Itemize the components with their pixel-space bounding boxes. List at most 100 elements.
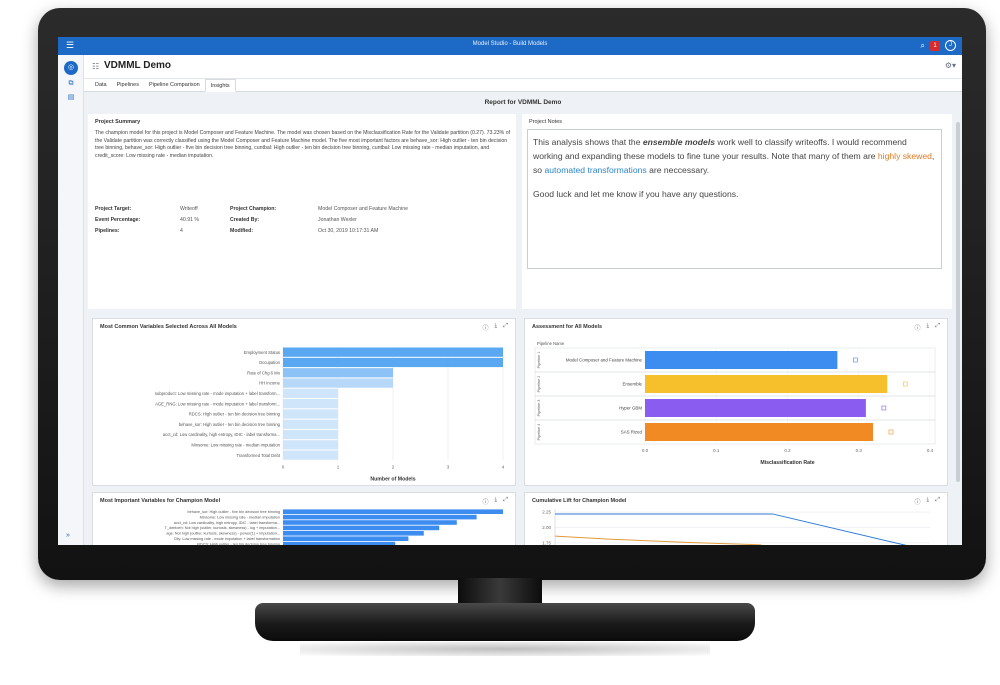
bar <box>283 388 338 398</box>
category-label: City: Low missing rate - mode imputation… <box>174 537 280 541</box>
y-tick-label: 2.00 <box>542 525 551 530</box>
user-avatar[interactable]: J <box>945 40 956 51</box>
download-icon[interactable]: ⤓ <box>926 497 930 503</box>
download-icon[interactable]: ⤓ <box>494 497 498 503</box>
x-tick-label: 0.0 <box>642 448 649 453</box>
vertical-scrollbar[interactable] <box>956 122 960 482</box>
series-line <box>555 513 907 545</box>
data-icon[interactable]: ▤ <box>67 94 75 101</box>
marker <box>888 429 894 435</box>
important-variables-title: Most Important Variables for Champion Mo… <box>100 498 221 504</box>
project-title: VDMML Demo <box>104 60 172 71</box>
project-tabs: Data Pipelines Pipeline Comparison Insig… <box>84 79 962 92</box>
x-tick-label: 4 <box>502 464 505 469</box>
tab-data[interactable]: Data <box>95 82 107 88</box>
marker <box>881 405 887 411</box>
project-champion-value: Model Composer and Feature Machine <box>318 206 408 212</box>
pipelines-value: 4 <box>180 228 183 234</box>
category-label: Transformed Total Debt <box>236 453 280 458</box>
maximize-icon[interactable]: ⤢ <box>503 323 508 329</box>
legend-title: Pipeline Name <box>537 341 565 346</box>
marker <box>902 381 908 387</box>
assessment-title: Assessment for All Models <box>532 324 603 330</box>
panel-tools: ⓘ ⤓ ⤢ <box>915 323 940 332</box>
app-title: Model Studio - Build Models <box>472 41 548 47</box>
group-label: Pipeline 3 <box>537 400 541 417</box>
x-tick-label: 0 <box>282 464 285 469</box>
important-variables-chart: behave_sor: High outlier - five bin deci… <box>165 509 503 545</box>
notes-highlight-skewed: highly skewed <box>877 151 932 161</box>
category-label: Rate of Chg 6 Mo <box>247 370 280 375</box>
download-icon[interactable]: ⤓ <box>494 323 498 329</box>
notes-paragraph-1: This analysis shows that the ensemble mo… <box>533 135 936 177</box>
category-label: Minsome: Low missing rate - median imput… <box>191 442 280 447</box>
category-label: HH Income <box>259 381 281 386</box>
left-rail: ◎ ⧉ ▤ » <box>58 55 84 545</box>
gear-icon[interactable]: ⚙▾ <box>944 61 956 70</box>
x-tick-label: 3 <box>447 464 450 469</box>
bar <box>283 509 503 514</box>
bar <box>283 536 409 541</box>
cumulative-lift-panel: Cumulative Lift for Champion Model ⓘ ⤓ ⤢… <box>524 492 948 545</box>
created-by-value: Jonathan Wexler <box>318 217 357 223</box>
download-icon[interactable]: ⤓ <box>926 323 930 329</box>
x-tick-label: 0.3 <box>856 448 863 453</box>
event-percentage-label: Event Percentage: <box>95 217 141 223</box>
insights-content: Report for VDMML Demo Project Summary Th… <box>84 92 962 545</box>
category-label: Hyper GBM <box>619 406 642 411</box>
project-menu-icon[interactable]: ☷ <box>92 62 100 71</box>
info-icon[interactable]: ⓘ <box>482 326 489 332</box>
notes-emphasis: ensemble models <box>642 137 715 147</box>
bar <box>283 357 503 368</box>
info-icon[interactable]: ⓘ <box>914 326 921 332</box>
x-tick-label: 0.2 <box>784 448 791 453</box>
category-label: acct_cd: Low cardinality, high entropy, … <box>174 521 280 525</box>
important-variables-panel: Most Important Variables for Champion Mo… <box>92 492 516 545</box>
bar <box>645 375 888 393</box>
assessment-panel: Assessment for All Models ⓘ ⤓ ⤢ Pipeline… <box>524 318 948 486</box>
event-percentage-value: 40.91 % <box>180 217 200 223</box>
lift-title: Cumulative Lift for Champion Model <box>532 498 627 504</box>
report-title: Report for VDMML Demo <box>484 99 562 106</box>
assessment-chart: Pipeline Name 0.0 0.1 0.2 0.3 0.4 Pipeline 1 Mo… <box>534 341 936 466</box>
panel-tools: ⓘ ⤓ ⤢ <box>483 323 508 332</box>
series-line <box>554 535 762 545</box>
panel-tools: ⓘ ⤓ ⤢ <box>915 497 940 506</box>
pipelines-icon[interactable]: ⧉ <box>68 80 74 87</box>
info-icon[interactable]: ⓘ <box>482 500 489 506</box>
info-icon[interactable]: ⓘ <box>914 500 921 506</box>
expand-rail-icon[interactable]: » <box>66 532 70 539</box>
group-frame <box>534 419 936 445</box>
build-models-icon[interactable]: ◎ <box>64 61 78 75</box>
search-icon[interactable]: ⌕ <box>920 40 925 50</box>
bar <box>283 409 338 419</box>
summary-text: The champion model for this project is M… <box>95 130 511 159</box>
category-label: age: Not high (outlier, kurtosis, skewne… <box>166 532 280 536</box>
panel-tools: ⓘ ⤓ ⤢ <box>483 497 508 506</box>
tab-insights[interactable]: Insights <box>204 79 236 92</box>
bar <box>283 520 457 525</box>
project-target-value: Writeoff <box>180 206 198 212</box>
maximize-icon[interactable]: ⤢ <box>503 497 508 503</box>
category-label: Model Composer and Feature Machine <box>566 358 643 363</box>
category-label: RDCS: High outlier - ten bin decision tr… <box>197 542 280 545</box>
hamburger-menu-icon[interactable]: ☰ <box>66 40 75 50</box>
notification-badge[interactable]: 1 <box>930 40 940 51</box>
x-tick-label: 2 <box>392 464 395 469</box>
project-header: ☷ VDMML Demo ⚙▾ <box>84 55 962 79</box>
project-notes-panel: Project Notes This analysis shows that t… <box>522 114 952 309</box>
notes-text-area[interactable]: This analysis shows that the ensemble mo… <box>527 129 942 269</box>
group-label: Pipeline 2 <box>537 376 541 393</box>
tab-pipelines[interactable]: Pipelines <box>116 82 139 88</box>
notes-text: , so <box>533 151 935 175</box>
maximize-icon[interactable]: ⤢ <box>935 497 940 503</box>
x-axis-label: Number of Models <box>370 476 415 482</box>
bar <box>283 525 440 531</box>
notes-text: work well to classify writeoffs. I would… <box>533 137 907 161</box>
category-label: Ensemble <box>622 382 642 387</box>
bar <box>283 450 338 460</box>
maximize-icon[interactable]: ⤢ <box>935 323 940 329</box>
bar <box>283 514 477 520</box>
modified-value: Oct 30, 2019 10:17:31 AM <box>318 228 379 234</box>
tab-pipeline-comparison[interactable]: Pipeline Comparison <box>148 82 200 88</box>
